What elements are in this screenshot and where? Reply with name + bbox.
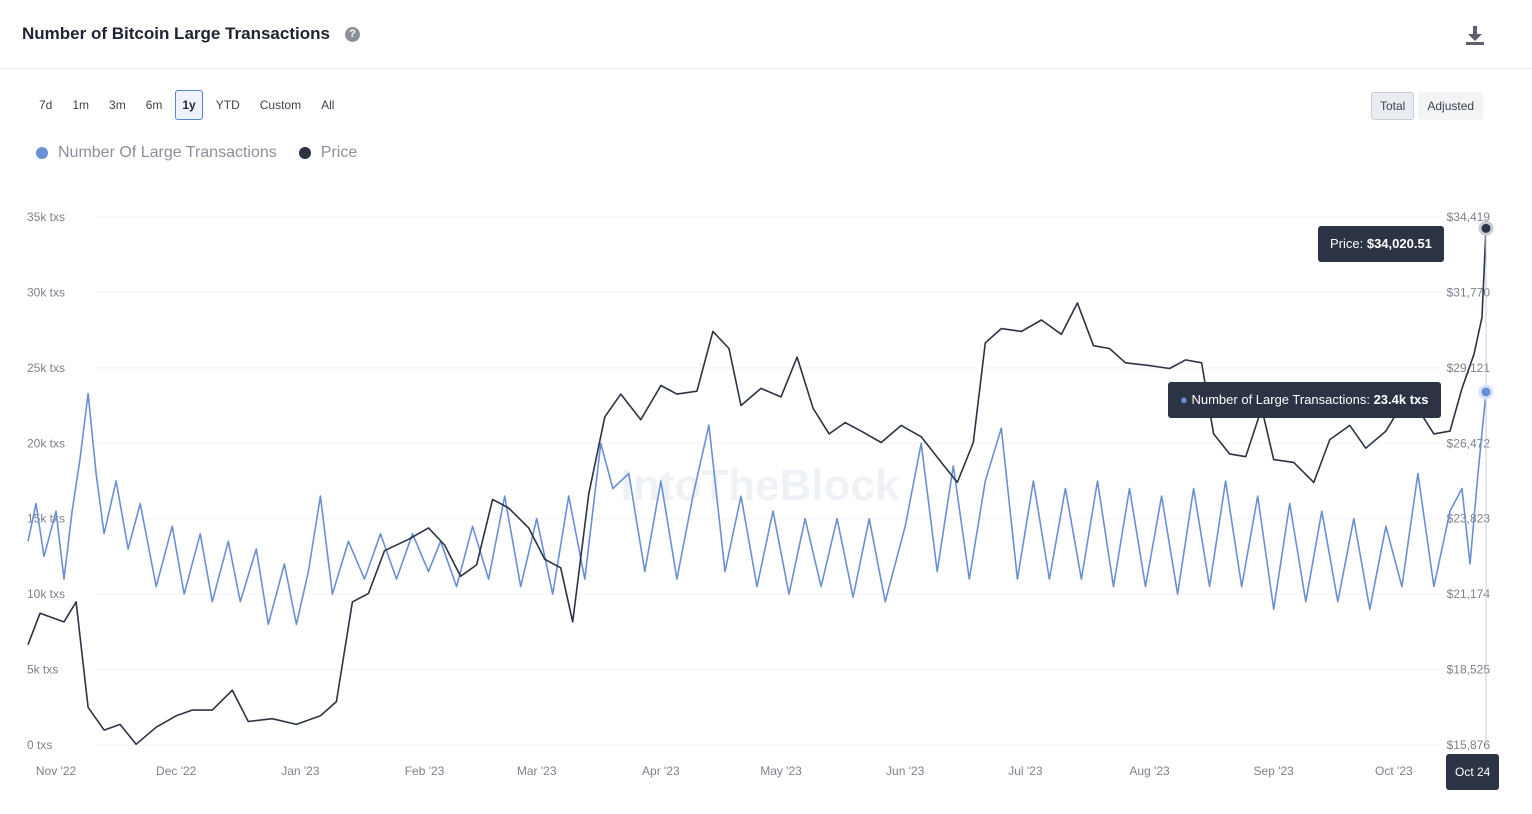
series-line-large-transactions [27,391,1487,626]
x-axis: Nov '22 Dec '22 Jan '23 Feb '23 Mar '23 Apr '… [36,764,1413,778]
left-tick-label: 25k txs [27,361,65,375]
x-tick-label: May '23 [760,764,802,778]
price-tooltip-value: $34,020.51 [1366,236,1432,251]
x-tick-label: Jun '23 [886,764,925,778]
left-tick-label: 30k txs [27,285,65,299]
price-hover-marker [1478,220,1494,236]
x-tick-label: Jul '23 [1008,764,1043,778]
right-tick-label: $21,174 [1447,587,1491,601]
transactions-hover-marker [1478,384,1494,400]
x-tick-label: Feb '23 [405,764,445,778]
time-range-selector: 7d 1m 3m 6m 1y YTD Custom All [32,90,342,120]
right-tick-label: $18,525 [1447,663,1491,677]
left-tick-label: 0 txs [27,738,52,752]
legend-swatch-price [298,147,311,159]
right-axis: $15,876$18,525$21,174$23,823$26,472$29,1… [1447,210,1491,752]
transactions-tooltip-value: 23.4k txs [1373,392,1429,407]
x-tick-label: Aug '23 [1129,764,1170,778]
x-tick-label: Dec '22 [156,764,197,778]
tooltip-dot-icon: ● [1180,392,1188,407]
grid-lines [95,216,1440,746]
date-tooltip: Oct 24 [1446,754,1500,790]
left-tick-label: 35k txs [27,210,65,224]
right-tick-label: $26,472 [1447,436,1491,450]
right-tick-label: $23,823 [1447,512,1491,526]
adjusted-button[interactable]: Adjusted [1418,92,1484,120]
range-1y-button[interactable]: 1y [175,90,203,120]
x-tick-label: Jan '23 [281,764,320,778]
range-1m-button[interactable]: 1m [65,90,97,120]
chart-header: Number of Bitcoin Large Transactions ? [0,0,1532,69]
right-tick-label: $31,770 [1447,285,1491,299]
range-all-button[interactable]: All [314,90,342,120]
right-tick-label: $15,876 [1447,738,1491,752]
x-tick-label: Nov '22 [36,764,77,778]
mode-selector: Total Adjusted [1371,92,1484,120]
left-tick-label: 10k txs [27,587,65,601]
right-tick-label: $34,419 [1447,210,1491,224]
watermark: IntoTheBlock [621,461,900,510]
x-tick-label: Sep '23 [1254,764,1295,778]
download-icon[interactable] [1462,22,1488,48]
legend-label-transactions: Number Of Large Transactions [58,144,277,161]
chart-title: Number of Bitcoin Large Transactions [22,24,330,43]
legend-item-price[interactable]: Price [298,144,358,162]
legend-label-price: Price [320,144,358,161]
range-6m-button[interactable]: 6m [138,90,170,120]
x-tick-label: Apr '23 [642,764,680,778]
legend-item-large-transactions[interactable]: Number Of Large Transactions [36,144,277,162]
series-line-price [27,228,1487,746]
range-3m-button[interactable]: 3m [102,90,133,120]
price-tooltip-label: Price: [1330,236,1367,251]
question-circle-icon[interactable]: ? [345,27,360,42]
total-button[interactable]: Total [1371,92,1415,120]
range-7d-button[interactable]: 7d [32,90,60,120]
range-custom-button[interactable]: Custom [252,90,309,120]
x-tick-label: Mar '23 [517,764,557,778]
legend-swatch-transactions [36,147,48,159]
transactions-tooltip: ● Number of Large Transactions: 23.4k tx… [1168,382,1441,418]
x-tick-label: Oct '23 [1375,764,1413,778]
transactions-tooltip-label: Number of Large Transactions: [1191,392,1374,407]
date-tooltip-value: Oct 24 [1455,765,1491,779]
price-tooltip: Price: $34,020.51 [1318,226,1444,262]
left-tick-label: 5k txs [27,663,58,677]
chart-legend: Number Of Large Transactions Price [36,144,357,162]
range-ytd-button[interactable]: YTD [208,90,247,120]
left-tick-label: 20k txs [27,436,65,450]
